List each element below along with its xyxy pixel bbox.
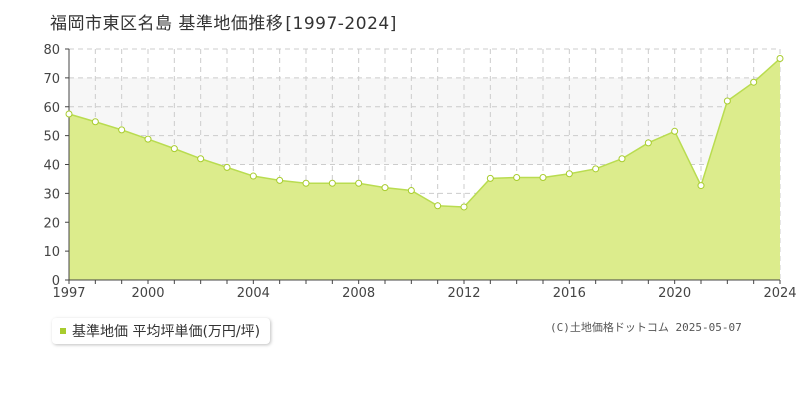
data-point bbox=[170, 145, 178, 153]
data-point bbox=[381, 184, 389, 192]
x-tick-label: 2004 bbox=[237, 286, 270, 300]
series-line bbox=[68, 57, 781, 208]
y-tick-label: 10 bbox=[43, 245, 60, 260]
data-point bbox=[328, 179, 336, 187]
data-point bbox=[750, 78, 758, 86]
data-point bbox=[144, 135, 152, 143]
y-tick-label: 50 bbox=[43, 130, 60, 145]
data-point bbox=[592, 165, 600, 173]
y-tick-label: 80 bbox=[43, 43, 60, 58]
legend-swatch-icon bbox=[60, 328, 66, 334]
y-tick-label: 30 bbox=[43, 187, 60, 202]
data-point bbox=[223, 163, 231, 171]
data-point bbox=[697, 182, 705, 190]
data-point bbox=[723, 97, 731, 105]
data-point bbox=[65, 110, 73, 118]
series-area bbox=[69, 58, 780, 281]
x-tick-label: 1997 bbox=[52, 286, 85, 300]
data-point bbox=[618, 155, 626, 163]
data-point bbox=[91, 118, 99, 126]
y-tick-label: 40 bbox=[43, 159, 60, 174]
x-tick-label: 2020 bbox=[658, 286, 691, 300]
data-point bbox=[486, 174, 494, 182]
data-point bbox=[565, 170, 573, 178]
data-point bbox=[513, 173, 521, 181]
data-point bbox=[302, 179, 310, 187]
y-tick-label: 60 bbox=[43, 101, 60, 116]
credit-text: (C)土地価格ドットコム 2025-05-07 bbox=[550, 321, 742, 334]
data-point bbox=[776, 55, 784, 63]
x-tick-label: 2016 bbox=[553, 286, 586, 300]
data-point bbox=[355, 179, 363, 187]
y-tick-label: 0 bbox=[52, 274, 60, 289]
y-tick-label: 20 bbox=[43, 216, 60, 231]
data-point bbox=[118, 126, 126, 134]
x-tick-label: 2000 bbox=[131, 286, 164, 300]
area-chart: 0 10 20 30 40 50 60 70 80 1997 2000 2004 2008 2012 201… bbox=[43, 43, 796, 300]
chart-title: 福岡市東区名島 基準地価推移 [1997-2024] bbox=[50, 9, 397, 34]
data-point bbox=[197, 155, 205, 163]
y-tick-label: 70 bbox=[43, 72, 60, 87]
x-tick-label: 2024 bbox=[763, 286, 796, 300]
data-point bbox=[644, 139, 652, 147]
data-point bbox=[249, 172, 257, 180]
data-point bbox=[407, 186, 415, 194]
chart-title-text: 福岡市東区名島 基準地価推移 bbox=[50, 14, 284, 34]
data-point bbox=[434, 202, 442, 210]
legend-label: 基準地価 平均坪単価(万円/坪) bbox=[72, 324, 261, 340]
x-tick-label: 2012 bbox=[447, 286, 480, 300]
x-tick-label: 2008 bbox=[342, 286, 375, 300]
data-point bbox=[460, 203, 468, 211]
data-point bbox=[539, 173, 547, 181]
legend: 基準地価 平均坪単価(万円/坪) bbox=[52, 318, 271, 344]
data-point bbox=[671, 127, 679, 135]
data-point bbox=[276, 176, 284, 184]
chart-title-range: [1997-2024] bbox=[285, 14, 397, 34]
